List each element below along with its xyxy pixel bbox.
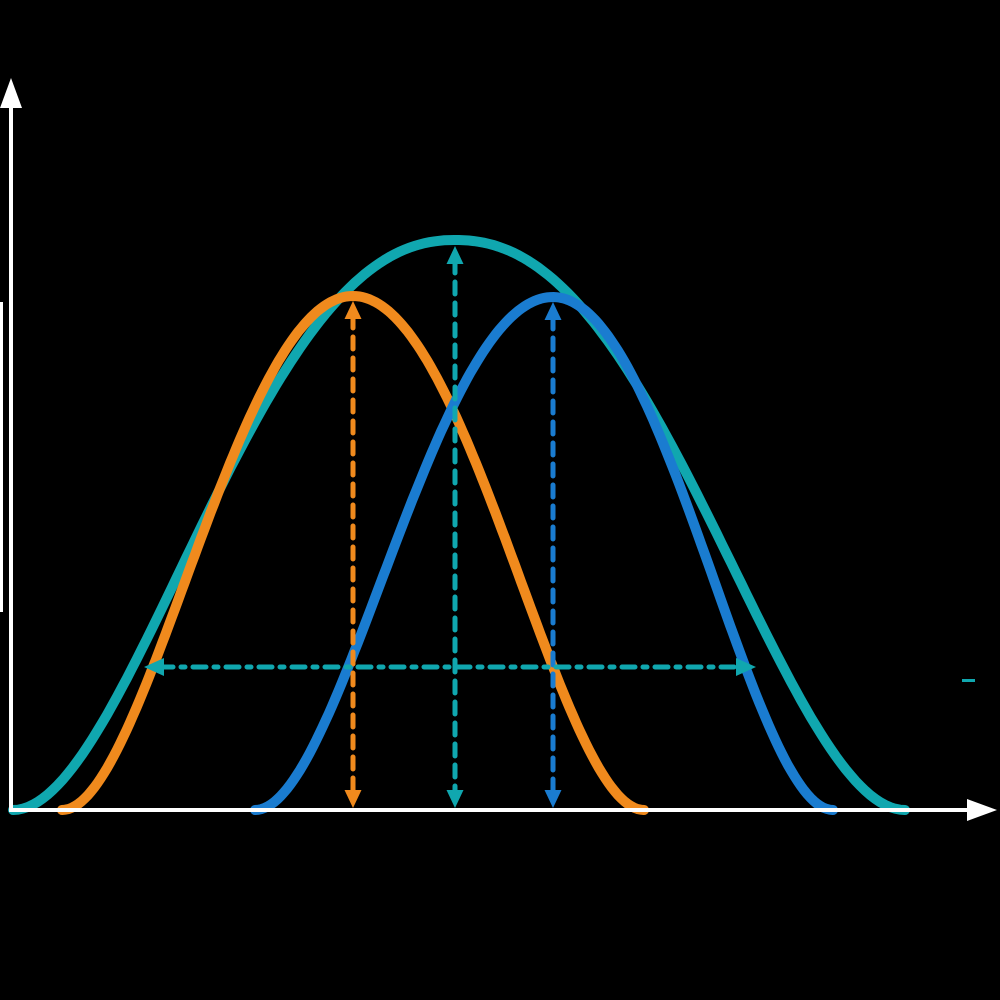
orange-peak-arrow-head-bottom (344, 790, 362, 808)
orange-distribution-curve (57, 290, 649, 815)
teal-peak-arrow-head-top (446, 246, 464, 264)
blue-distribution-curve (250, 291, 838, 815)
y-axis-arrowhead (0, 78, 22, 108)
teal-dash-mark (962, 679, 975, 682)
teal-peak-arrow-head-bottom (446, 790, 464, 808)
wide-teal-distribution-curve (8, 235, 910, 815)
edge-fragment (0, 302, 3, 612)
x-axis-arrowhead (967, 799, 997, 821)
teal-width-arrow-head-right (736, 658, 756, 676)
orange-peak-arrow-head-top (344, 301, 362, 319)
blue-peak-arrow-head-top (544, 302, 562, 320)
blue-peak-arrow-head-bottom (544, 790, 562, 808)
teal-width-arrow-head-left (144, 658, 164, 676)
